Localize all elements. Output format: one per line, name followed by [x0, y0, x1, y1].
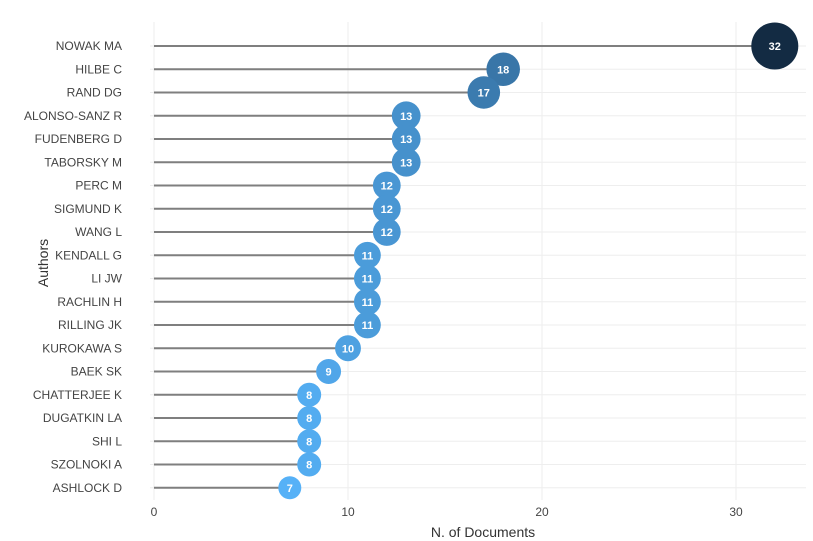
- data-label: 11: [362, 274, 374, 286]
- data-label: 8: [306, 390, 312, 402]
- author-label: ALONSO-SANZ R: [24, 109, 122, 123]
- data-label: 7: [287, 483, 293, 495]
- lollipop-dot: [297, 452, 322, 477]
- author-label: FUDENBERG D: [35, 132, 123, 146]
- data-label: 32: [769, 41, 781, 53]
- lollipop-dot: [335, 335, 361, 362]
- data-label: 8: [306, 436, 312, 448]
- author-label: RACHLIN H: [57, 295, 122, 309]
- author-label: LI JW: [91, 272, 122, 286]
- author-label: DUGATKIN LA: [43, 411, 122, 425]
- lollipop-dot: [353, 311, 381, 339]
- data-label: 12: [381, 204, 393, 216]
- lollipop-dot: [316, 359, 342, 384]
- x-tick-label: 20: [535, 505, 549, 519]
- data-label: 11: [362, 320, 374, 332]
- lollipop-dot: [278, 476, 302, 500]
- data-label: 11: [362, 297, 374, 309]
- y-axis-title: Authors: [35, 239, 51, 287]
- x-tick-label: 30: [729, 505, 743, 519]
- author-label: SHI L: [92, 434, 122, 448]
- lollipop-dot: [372, 218, 401, 246]
- author-label: ASHLOCK D: [53, 481, 123, 495]
- lollipop-dot: [391, 101, 421, 131]
- lollipop-dot: [297, 382, 322, 407]
- x-axis-title: N. of Documents: [431, 524, 535, 540]
- x-tick-label: 0: [151, 505, 158, 519]
- data-label: 18: [497, 64, 509, 76]
- data-label: 17: [478, 88, 490, 100]
- data-label: 11: [362, 250, 374, 262]
- data-label: 9: [326, 367, 332, 379]
- lollipop-dot: [372, 194, 401, 223]
- lollipop-dot: [372, 171, 401, 200]
- author-label: KUROKAWA S: [42, 341, 122, 355]
- author-label: TABORSKY M: [44, 155, 122, 169]
- stem-layer: [154, 45, 775, 489]
- author-label: RAND DG: [67, 86, 122, 100]
- data-label: 8: [306, 460, 312, 472]
- lollipop-dot: [353, 241, 381, 269]
- lollipop-dot: [486, 52, 520, 87]
- author-label: SIGMUND K: [54, 202, 122, 216]
- data-label: 13: [400, 111, 412, 123]
- author-label: CHATTERJEE K: [33, 388, 122, 402]
- data-label: 10: [342, 343, 354, 355]
- lollipop-dot: [353, 288, 381, 316]
- lollipop-dot: [391, 124, 421, 154]
- data-label: 13: [400, 157, 412, 169]
- x-tick-label: 10: [341, 505, 355, 519]
- author-label: PERC M: [75, 179, 122, 193]
- author-label: BAEK SK: [71, 365, 122, 379]
- lollipop-dot: [297, 406, 322, 430]
- data-label: 12: [381, 181, 393, 193]
- author-label: NOWAK MA: [56, 39, 122, 53]
- data-label: 13: [400, 134, 412, 146]
- data-label: 12: [381, 227, 393, 239]
- lollipop-dot: [751, 22, 799, 70]
- author-label: HILBE C: [75, 62, 122, 76]
- lollipop-dot: [353, 265, 381, 292]
- data-label: 8: [306, 413, 312, 425]
- label-layer: 0 10 20 30 NOWAK MA 32 HILBE C 18 RAND DG 17 ALONS…: [24, 39, 781, 519]
- author-label: WANG L: [75, 225, 122, 239]
- lollipop-dot: [467, 76, 501, 109]
- lollipop-dot: [297, 429, 322, 454]
- author-label: SZOLNOKI A: [51, 458, 122, 472]
- author-label: KENDALL G: [55, 248, 122, 262]
- author-label: RILLING JK: [58, 318, 122, 332]
- dot-layer: [278, 22, 799, 500]
- lollipop-dot: [391, 147, 421, 177]
